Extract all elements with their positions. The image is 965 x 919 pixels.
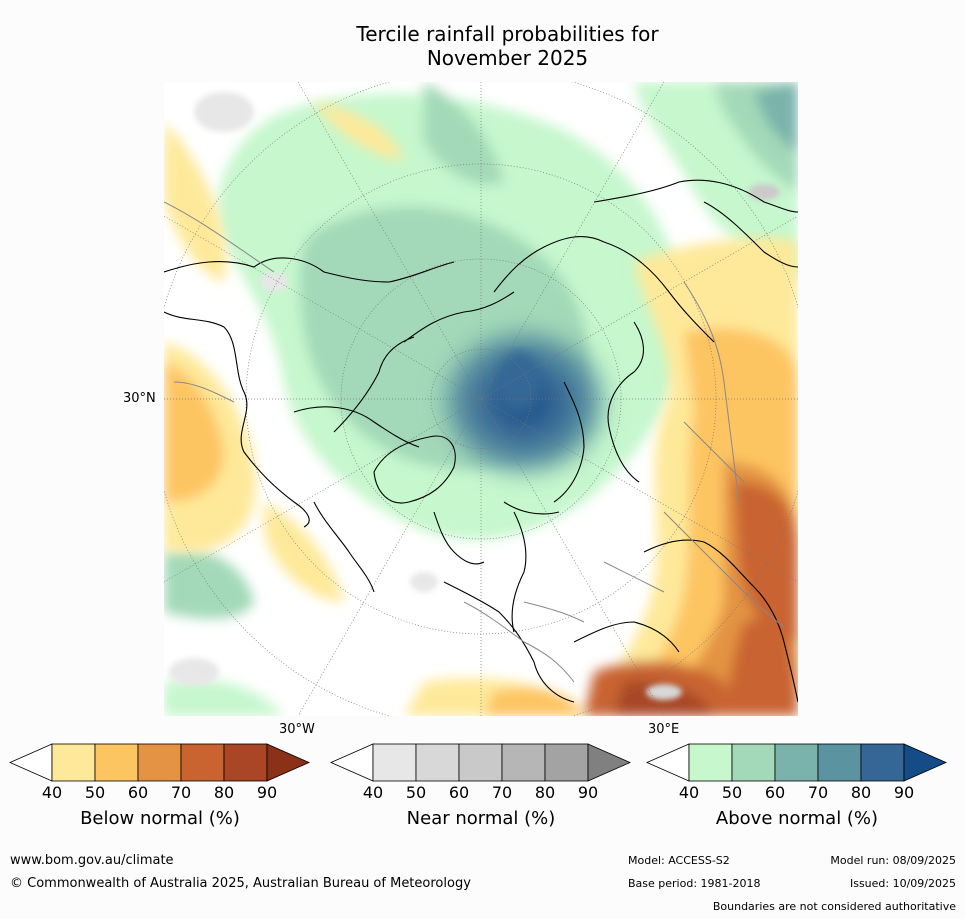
near-normal-field (169, 92, 780, 700)
near-bin-4 (501, 743, 546, 782)
colorbar-above-svg (646, 743, 947, 782)
below-extend-high (266, 743, 310, 782)
chart-title: Tercile rainfall probabilities for Novem… (0, 22, 965, 70)
above-tick-80: 80 (850, 783, 872, 802)
title-line-2: November 2025 (426, 46, 589, 70)
above-tick-60: 60 (764, 783, 786, 802)
below-tick-80: 80 (213, 783, 235, 802)
near-bin-1 (372, 743, 417, 782)
pole-core (497, 352, 541, 412)
above-tick-70: 70 (807, 783, 829, 802)
below-bin-1 (51, 743, 96, 782)
below-bin-2 (94, 743, 139, 782)
near-bin-3 (458, 743, 503, 782)
above-bin-5 (860, 743, 905, 782)
above-bin-1 (688, 743, 733, 782)
below-tick-60: 60 (127, 783, 149, 802)
longitude-label-30e: 30°E (648, 722, 680, 737)
below-normal-title: Below normal (%) (80, 808, 240, 829)
above-extend-low (646, 743, 690, 782)
coastlines (164, 179, 798, 703)
model-run-text: Model run: 08/09/2025 (830, 854, 956, 867)
below-extend-low (9, 743, 53, 782)
near-bin-2 (415, 743, 460, 782)
above-tick-40: 40 (678, 783, 700, 802)
near-tick-40: 40 (362, 783, 384, 802)
near-tick-90: 90 (577, 783, 599, 802)
title-line-1: Tercile rainfall probabilities for (356, 22, 659, 46)
copyright-text: © Commonwealth of Australia 2025, Austra… (10, 876, 471, 891)
near-extend-low (330, 743, 374, 782)
near-bin-5 (544, 743, 589, 782)
near-tick-70: 70 (491, 783, 513, 802)
below-tick-50: 50 (84, 783, 106, 802)
above-extend-high (903, 743, 947, 782)
polar-map (164, 82, 798, 716)
base-period-text: Base period: 1981-2018 (628, 877, 761, 890)
colorbar-above-normal (646, 743, 947, 782)
colorbar-below-svg (9, 743, 310, 782)
near-tick-80: 80 (534, 783, 556, 802)
issued-text: Issued: 10/09/2025 (849, 877, 956, 890)
above-bin-3 (774, 743, 819, 782)
below-normal-field (164, 102, 798, 716)
below-tick-40: 40 (41, 783, 63, 802)
colorbar-below-normal (9, 743, 310, 782)
above-bin-4 (817, 743, 862, 782)
map-canvas (164, 82, 798, 716)
near-tick-60: 60 (448, 783, 470, 802)
graticule (164, 82, 798, 716)
near-normal-title: Near normal (%) (406, 808, 556, 829)
below-bin-5 (223, 743, 268, 782)
disclaimer-text: Boundaries are not considered authoritat… (712, 900, 956, 913)
website-text: www.bom.gov.au/climate (10, 853, 174, 868)
above-tick-90: 90 (893, 783, 915, 802)
longitude-label-30w: 30°W (279, 722, 315, 737)
above-normal-title: Above normal (%) (715, 808, 879, 829)
below-tick-90: 90 (256, 783, 278, 802)
above-bin-2 (731, 743, 776, 782)
national-boundaries (164, 201, 785, 683)
below-tick-70: 70 (170, 783, 192, 802)
near-tick-50: 50 (405, 783, 427, 802)
colorbar-near-normal (330, 743, 631, 782)
below-bin-4 (180, 743, 225, 782)
latitude-label-30n: 30°N (123, 391, 156, 406)
above-tick-50: 50 (721, 783, 743, 802)
model-text: Model: ACCESS-S2 (628, 854, 730, 867)
below-bin-3 (137, 743, 182, 782)
colorbar-near-svg (330, 743, 631, 782)
near-extend-high (587, 743, 631, 782)
